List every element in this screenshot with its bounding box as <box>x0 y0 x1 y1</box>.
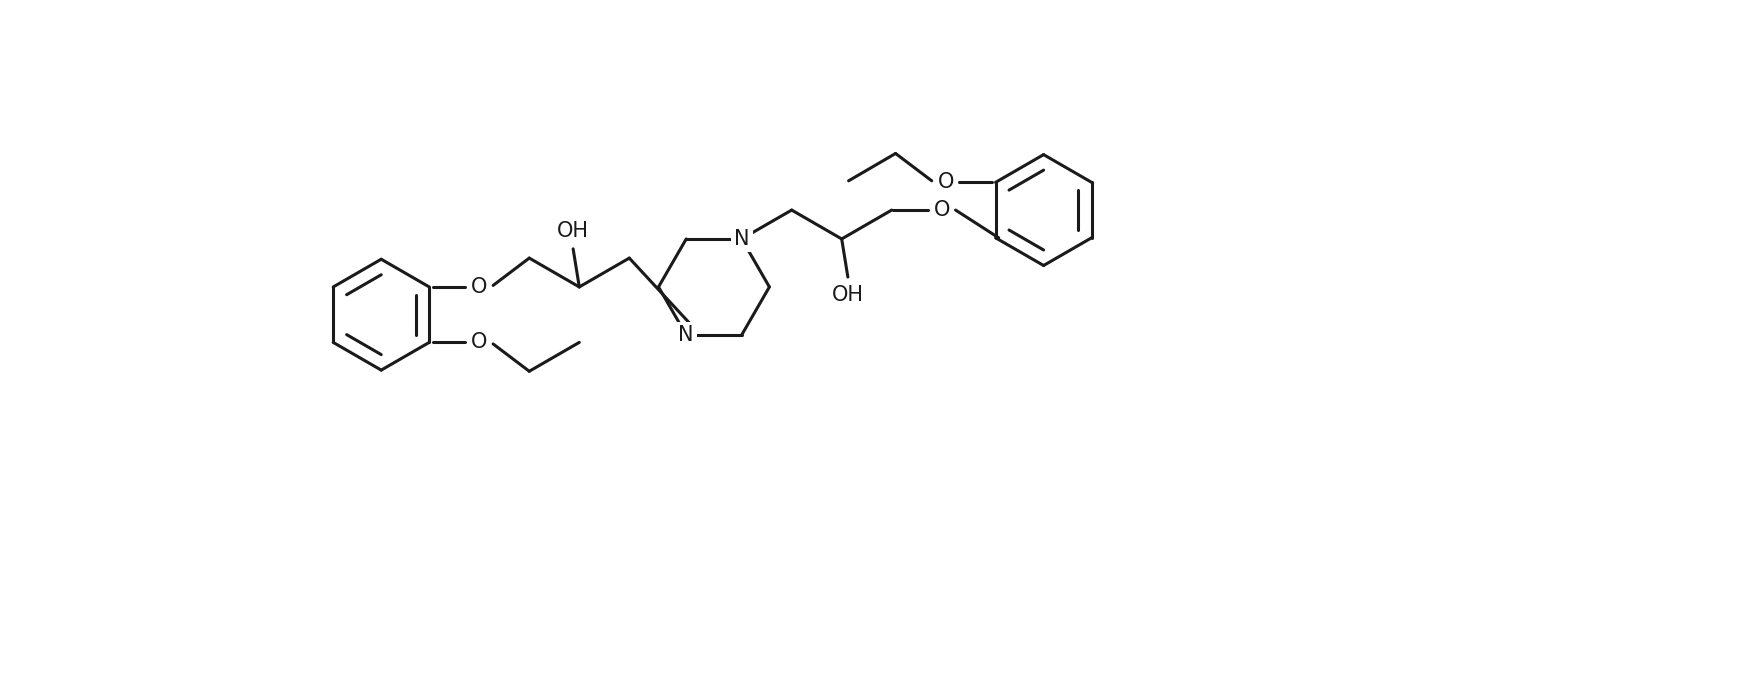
Text: O: O <box>471 332 487 353</box>
Text: OH: OH <box>832 285 864 305</box>
Text: O: O <box>934 200 950 220</box>
Text: O: O <box>937 172 953 193</box>
Text: OH: OH <box>557 221 589 241</box>
Text: N: N <box>678 325 694 345</box>
Text: N: N <box>734 229 750 249</box>
Text: O: O <box>471 277 487 297</box>
